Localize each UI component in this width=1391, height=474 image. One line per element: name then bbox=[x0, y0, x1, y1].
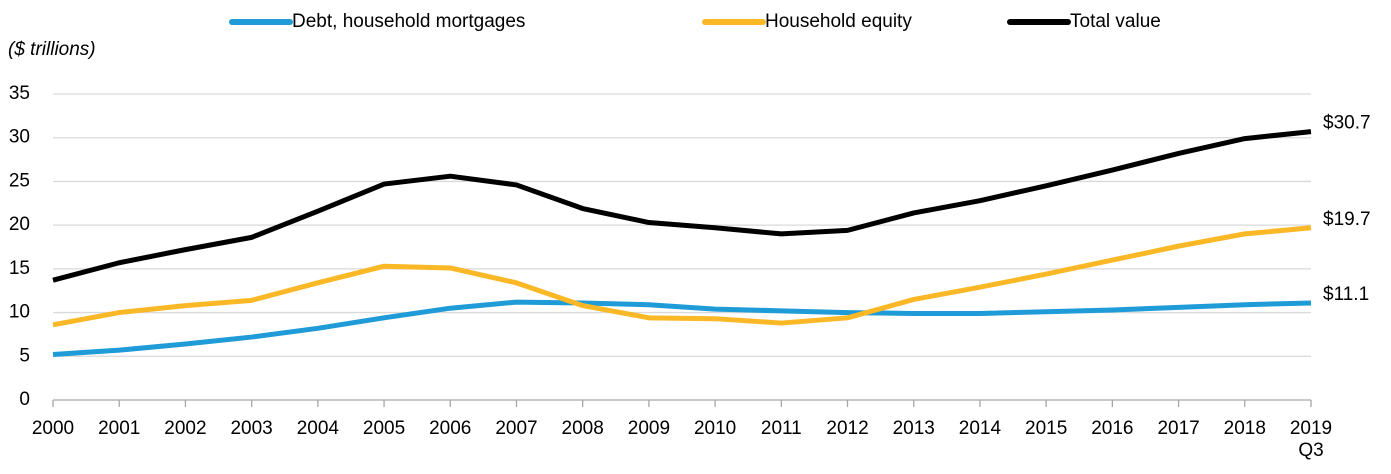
data-label: $19.7 bbox=[1323, 209, 1371, 230]
x-tick-label: 2012 bbox=[826, 418, 869, 439]
x-tick-label: 2007 bbox=[495, 418, 538, 439]
x-tick-label: 2018 bbox=[1223, 418, 1266, 439]
y-tick-label: 35 bbox=[9, 83, 30, 104]
series-line bbox=[52, 225, 1312, 328]
data-label: $11.1 bbox=[1323, 284, 1369, 305]
y-tick-label: 10 bbox=[9, 302, 30, 323]
x-tick-label: 2019 Q3 bbox=[1289, 418, 1333, 461]
x-tick-label: 2006 bbox=[429, 418, 472, 439]
legend-label: Total value bbox=[1070, 11, 1161, 32]
x-tick-label: 2016 bbox=[1091, 418, 1134, 439]
x-tick-label: 2001 bbox=[98, 418, 141, 439]
y-axis-label: ($ trillions) bbox=[8, 39, 96, 60]
x-tick-label: 2014 bbox=[958, 418, 1002, 439]
data-label: $30.7 bbox=[1323, 113, 1371, 134]
series-line bbox=[52, 129, 1312, 283]
y-tick-label: 30 bbox=[9, 127, 30, 148]
x-tick-label: 2000 bbox=[31, 418, 75, 439]
legend-label: Household equity bbox=[765, 11, 912, 32]
x-tick-label: 2015 bbox=[1025, 418, 1068, 439]
y-tick-label: 5 bbox=[19, 345, 30, 366]
x-tick-label: 2010 bbox=[693, 418, 737, 439]
y-tick-label: 15 bbox=[9, 258, 30, 279]
x-tick-label: 2013 bbox=[892, 418, 935, 439]
x-tick-label: 2002 bbox=[164, 418, 207, 439]
x-tick-label: 2008 bbox=[561, 418, 604, 439]
x-tick-label: 2005 bbox=[362, 418, 406, 439]
x-tick-label: 2011 bbox=[760, 418, 802, 439]
x-tick-label: 2009 bbox=[627, 418, 671, 439]
y-tick-label: 25 bbox=[9, 170, 30, 191]
series-line bbox=[52, 299, 1312, 358]
x-tick-label: 2003 bbox=[230, 418, 273, 439]
legend-label: Debt, household mortgages bbox=[292, 11, 525, 32]
y-tick-label: 20 bbox=[9, 214, 30, 235]
y-tick-label: 0 bbox=[19, 389, 30, 410]
x-tick-label: 2017 bbox=[1157, 418, 1200, 439]
x-tick-label: 2004 bbox=[296, 418, 339, 439]
